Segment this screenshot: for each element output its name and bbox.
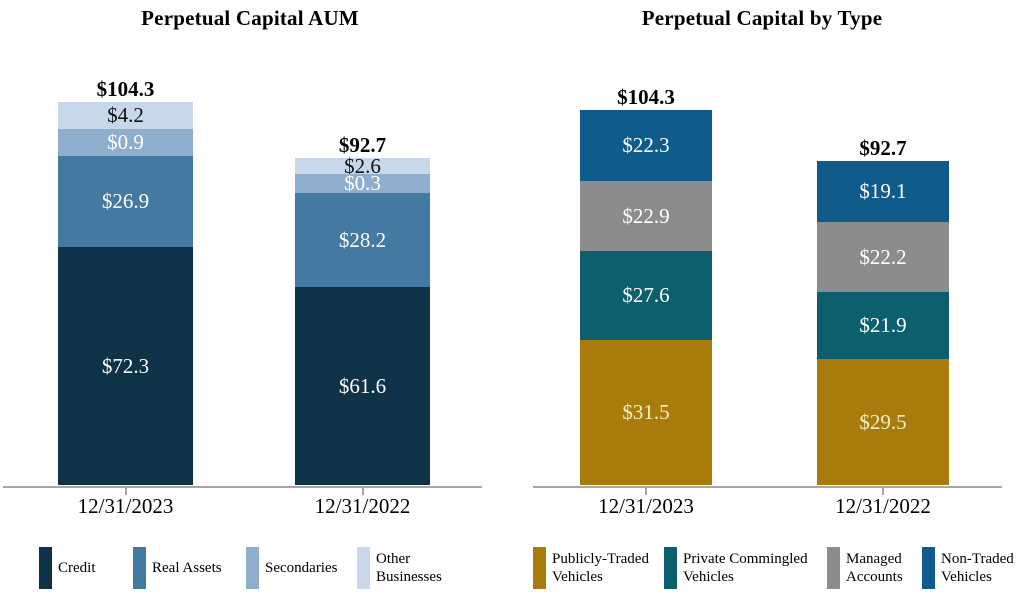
bar-segment: $28.2	[295, 193, 430, 287]
segment-value-label: $22.2	[859, 244, 907, 269]
legend-swatch	[357, 547, 370, 589]
bar-total-label: $92.7	[338, 133, 387, 157]
segment-value-label: $0.3	[344, 171, 381, 195]
legend-item-private-commingled-vehicles: Private Commingled Vehicles	[664, 547, 848, 589]
legend-swatch	[133, 547, 146, 589]
axis-tick	[645, 487, 647, 495]
legend-label: Non-Traded Vehicles	[941, 551, 1014, 585]
legend-swatch	[246, 547, 259, 589]
bar-segment: $2.6	[295, 153, 430, 178]
bar-total-label: $104.3	[617, 85, 675, 109]
bar-segment: $22.3	[580, 110, 712, 181]
axis-tick	[124, 487, 127, 495]
plot-area: $72.3 $26.9 $0.9 $4.2 $104.3 12/31/2023 $61.6 $…	[3, 77, 482, 589]
bar-segment: $26.9	[58, 156, 193, 247]
x-axis-category-label: 12/31/2022	[314, 494, 411, 518]
bar-segment: $22.2	[817, 222, 949, 292]
segment-value-label: $19.1	[859, 179, 907, 203]
legend-label: Other Businesses	[376, 551, 442, 585]
x-axis-category-label: 12/31/2022	[835, 494, 931, 518]
chart-title-aum: Perpetual Capital AUM	[141, 6, 359, 30]
legend-label: Credit	[58, 560, 96, 576]
legend-item-managed-accounts: Managed Accounts	[827, 547, 926, 589]
legend-item-secondaries: Secondaries	[246, 547, 337, 589]
bar-segment: $21.9	[817, 292, 949, 359]
segment-value-label: $27.6	[622, 283, 670, 307]
chart-title-by-type: Perpetual Capital by Type	[641, 6, 883, 30]
segment-value-label: $72.3	[101, 353, 150, 378]
segment-value-label: $0.9	[107, 130, 144, 154]
axis-tick	[361, 487, 364, 495]
segment-value-label: $2.6	[344, 153, 381, 178]
legend-label: Real Assets	[152, 560, 222, 576]
x-axis-category-label: 12/31/2023	[77, 494, 174, 518]
segment-value-label: $61.6	[338, 373, 387, 398]
x-axis-category-label: 12/31/2023	[598, 494, 694, 518]
bar-segment: $61.6	[295, 287, 430, 485]
plot-area: $31.5 $27.6 $22.9 $22.3 $104.3 12/31/2023 $29.…	[512, 0, 1024, 598]
bar-segment: $19.1	[817, 161, 949, 222]
legend-item-non-traded-vehicles: Non-Traded Vehicles	[922, 547, 1024, 589]
legend-swatch	[827, 547, 840, 589]
legend-swatch	[664, 547, 677, 589]
legend-label: Publicly-Traded Vehicles	[552, 551, 649, 585]
bar-segment: $72.3	[58, 247, 193, 485]
segment-value-label: $26.9	[101, 189, 150, 213]
legend-swatch	[39, 547, 52, 589]
segment-value-label: $31.5	[622, 400, 670, 424]
bar-segment: $29.5	[817, 359, 949, 485]
x-axis-line	[533, 486, 1002, 488]
segment-value-label: $22.3	[622, 133, 670, 157]
bar-segment: $22.9	[580, 181, 712, 251]
segment-value-label: $22.9	[622, 203, 670, 228]
segment-value-label: $4.2	[107, 103, 144, 127]
legend-label: Secondaries	[265, 560, 338, 576]
bar-segment: $27.6	[580, 251, 712, 340]
legend-item-other-businesses: Other Businesses	[357, 547, 461, 589]
bar-segment: $0.3	[295, 171, 430, 195]
bar-total-label: $92.7	[859, 136, 907, 160]
bar-total-label: $104.3	[96, 77, 155, 101]
legend-swatch	[922, 547, 935, 589]
legend-label: Managed Accounts	[846, 551, 903, 585]
segment-value-label: $28.2	[338, 227, 387, 252]
x-axis-line	[3, 486, 482, 488]
legend-label: Private Commingled Vehicles	[683, 551, 808, 585]
chart-panel-perpetual-capital-by-type: Perpetual Capital by Type $31.5 $27.6 $22.…	[512, 0, 1024, 598]
bar-segment: $31.5	[580, 340, 712, 485]
legend-swatch	[533, 547, 546, 589]
legend-item-real-assets: Real Assets	[133, 547, 222, 589]
axis-tick	[882, 487, 884, 495]
segment-value-label: $29.5	[859, 409, 907, 434]
segment-value-label: $21.9	[859, 313, 907, 337]
legend-item-publicly-traded-vehicles: Publicly-Traded Vehicles	[533, 547, 664, 589]
bar-segment: $0.9	[58, 129, 193, 156]
bar-segment: $4.2	[58, 102, 193, 129]
chart-panel-perpetual-capital-aum: Perpetual Capital AUM $72.3 $26.9 $0.9 $4.2…	[3, 6, 482, 589]
legend-item-credit: Credit	[39, 547, 96, 589]
